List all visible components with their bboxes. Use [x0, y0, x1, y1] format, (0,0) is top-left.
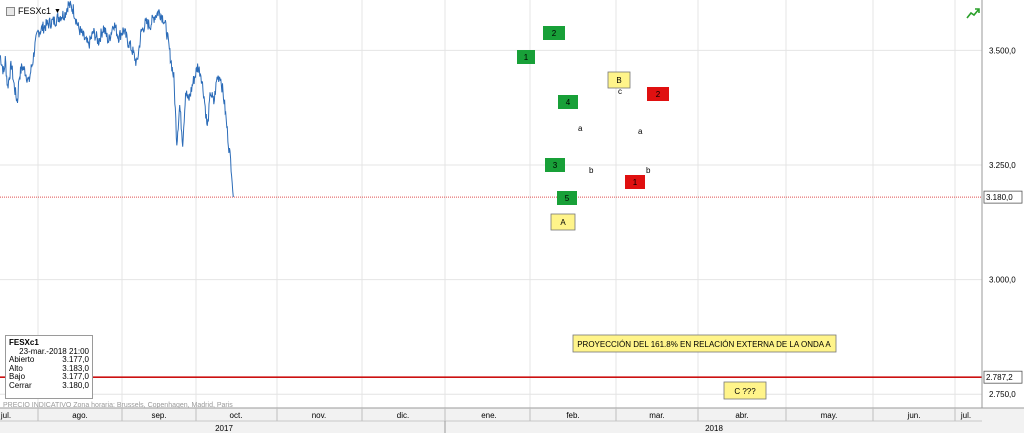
x-tick-label: abr.	[735, 411, 748, 420]
wave-label-text: 4	[566, 98, 571, 107]
x-tick-label: sep.	[151, 411, 166, 420]
ohlc-datetime: 23-mar.-2018 21:00	[19, 347, 89, 356]
wave-label-box	[557, 191, 577, 205]
caret-down-icon: ▼	[54, 7, 61, 15]
ohlc-row-low: Bajo 3.177,0	[9, 372, 89, 381]
reference-lines: 3.180,0 2.787,2	[0, 190, 1023, 384]
trend-arrow-icon[interactable]	[966, 7, 980, 19]
ohlc-title: FESXc1	[9, 338, 39, 347]
projection-note-text: PROYECCIÓN DEL 161.8% EN RELACIÓN EXTERN…	[577, 340, 831, 349]
y-tick-label: 2.750,0	[989, 390, 1016, 399]
wave-label-text: B	[616, 76, 621, 85]
x-tick-label: mar.	[649, 411, 665, 420]
wave-label-box	[607, 71, 631, 89]
wave-sublabel: a	[578, 124, 583, 133]
x-tick-label: jul.	[960, 411, 971, 420]
y-tick-label: 3.500,0	[989, 46, 1016, 55]
footer-note: PRECIO INDICATIVO Zona horaria: Brussels…	[3, 402, 233, 409]
last-price-box	[983, 190, 1023, 204]
symbol-name: FESXc1	[18, 6, 52, 16]
wave-label-text: 1	[524, 53, 529, 62]
ohlc-row-high: Alto 3.183,0	[9, 363, 89, 373]
chart-grid	[0, 0, 982, 408]
x-year-label: 2017	[215, 424, 233, 433]
target-price-label: 2.787,2	[986, 373, 1013, 382]
wave-sublabel: b	[646, 166, 651, 175]
wave-label-box	[647, 87, 669, 101]
wave-label-text: 2	[656, 90, 661, 99]
wave-label-text: 2	[552, 29, 557, 38]
x-tick-label: jun.	[907, 411, 921, 420]
x-tick-label: jul.	[0, 411, 11, 420]
chart-type-icon	[6, 6, 15, 16]
y-tick-label: 3.000,0	[989, 276, 1016, 285]
x-tick-label: oct.	[230, 411, 243, 420]
x-tick-label: dic.	[397, 411, 409, 420]
c-wave-text: C ???	[734, 387, 756, 396]
c-wave-box	[723, 381, 767, 400]
wave-label-box	[550, 213, 576, 231]
wave-sublabel: b	[589, 166, 594, 175]
ohlc-row-open: Abierto 3.177,0	[9, 355, 89, 364]
wave-label-text: A	[560, 218, 566, 227]
wave-sublabel: c	[618, 87, 622, 96]
last-price-label: 3.180,0	[986, 193, 1013, 202]
price-series	[0, 0, 234, 198]
ohlc-info-box: FESXc1 23-mar.-2018 21:00 Abierto 3.177,0…	[5, 335, 93, 399]
x-tick-label: may.	[821, 411, 838, 420]
target-price-box	[983, 370, 1023, 384]
projection-note-box	[572, 334, 837, 353]
x-tick-label: ene.	[481, 411, 497, 420]
symbol-selector[interactable]: FESXc1 ▼	[6, 6, 61, 16]
wave-label-box	[545, 158, 565, 172]
wave-label-box	[625, 175, 645, 189]
wave-label-text: 1	[633, 178, 638, 187]
x-tick-label: ago.	[72, 411, 88, 420]
price-line	[0, 0, 234, 198]
x-tick-label: nov.	[312, 411, 327, 420]
wave-sublabel: a	[638, 127, 643, 136]
x-axis: jul. ago. sep. oct. nov. dic. ene. feb. mar. abr.…	[0, 407, 1024, 433]
wave-label-box	[517, 50, 535, 64]
wave-label-text: 3	[553, 161, 558, 170]
wave-label-box	[543, 26, 565, 40]
ohlc-row-close: Cerrar 3.180,0	[9, 380, 89, 390]
x-year-label: 2018	[705, 424, 723, 433]
y-axis: 3.500,0 3.250,0 3.000,0 2.750,0	[981, 0, 1016, 408]
y-tick-label: 3.250,0	[989, 161, 1016, 170]
wave-label-box	[558, 95, 578, 109]
x-tick-label: feb.	[566, 411, 579, 420]
wave-label-text: 5	[565, 194, 570, 203]
